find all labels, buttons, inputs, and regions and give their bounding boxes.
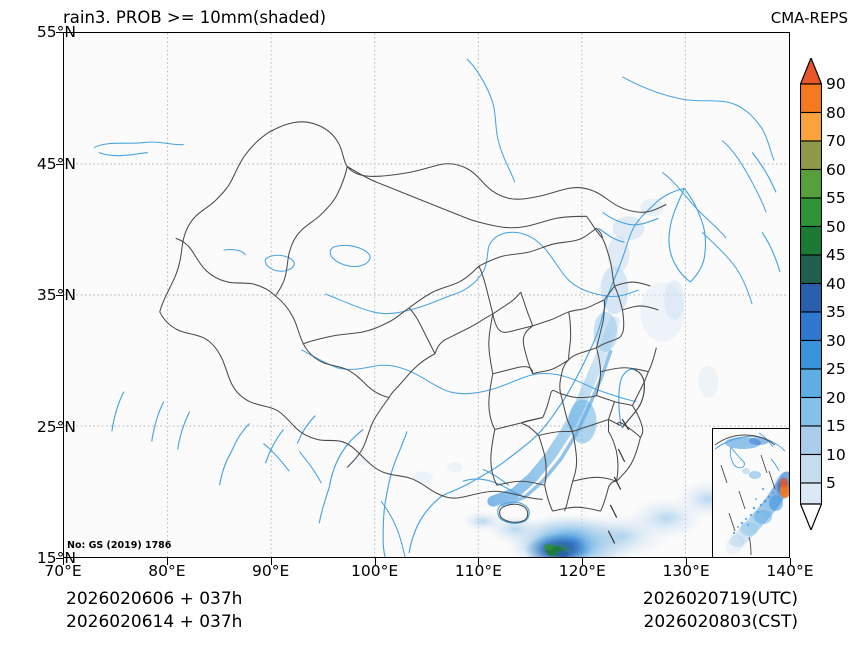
gridlines <box>64 33 789 557</box>
colorbar-tick-15: 15 <box>826 417 846 435</box>
colorbar-band-35-40 <box>800 282 822 313</box>
maritime-boundary-marks <box>607 418 630 544</box>
xtick-label-140e: 140°E <box>766 562 814 580</box>
footer-initialization-times: 2026020606 + 037h 2026020614 + 037h <box>66 588 242 634</box>
colorbar-tick-70: 70 <box>826 132 846 150</box>
colorbar-band-5-10 <box>800 453 822 484</box>
xtick-label-80e: 80°E <box>148 562 186 580</box>
ytick-label-25n: 25°N <box>36 417 76 436</box>
xtick-mark <box>686 558 688 565</box>
colorbar-band-25-30 <box>800 339 822 370</box>
colorbar-tick-55: 55 <box>826 189 846 207</box>
ytick-label-15n: 15°N <box>36 549 76 567</box>
xtick-mark <box>582 558 584 565</box>
ytick-mark <box>56 295 64 296</box>
colorbar-band-5 <box>800 482 822 505</box>
map-attribution: No: GS (2019) 1786 <box>67 540 172 551</box>
xtick-label-70e: 70°E <box>44 562 82 580</box>
colorbar-band-10-15 <box>800 425 822 456</box>
xtick-mark <box>790 558 791 565</box>
colorbar-under-arrow <box>800 503 822 530</box>
footer-valid-times: 2026020719(UTC) 2026020803(CST) <box>643 588 798 634</box>
map-plot-area[interactable] <box>63 32 790 558</box>
ytick-mark <box>56 426 64 428</box>
ytick-label-35n: 35°N <box>36 286 76 304</box>
colorbar-tick-50: 50 <box>826 217 846 236</box>
colorbar-tick-5: 5 <box>826 474 836 492</box>
xtick-label-100e: 100°E <box>351 562 399 580</box>
model-label: CMA-REPS <box>770 9 848 27</box>
ytick-mark <box>56 32 64 33</box>
inset-boundaries <box>714 434 776 556</box>
xtick-label-110e: 110°E <box>454 562 502 580</box>
colorbar-band-80-90 <box>800 83 822 114</box>
colorbar-band-30-35 <box>800 311 822 342</box>
colorbar-tick-30: 30 <box>826 331 846 350</box>
xtick-mark <box>166 558 168 565</box>
water-bodies <box>93 58 775 557</box>
colorbar-tick-80: 80 <box>826 103 846 122</box>
colorbar-tick-40: 40 <box>826 274 846 293</box>
colorbar[interactable] <box>800 58 822 530</box>
xtick-label-130e: 130°E <box>662 562 710 580</box>
footer-valid-cst: 2026020803(CST) <box>643 612 798 632</box>
inset-scattered-cells <box>732 487 775 535</box>
ytick-label-55n: 55°N <box>36 23 76 41</box>
footer-init-utc: 2026020606 + 037h <box>66 589 243 609</box>
colorbar-band-15-20 <box>800 396 822 427</box>
colorbar-band-45-50 <box>800 225 822 256</box>
page-title: rain3. PROB >= 10mm(shaded) <box>63 8 327 27</box>
colorbar-tick-60: 60 <box>826 160 846 179</box>
colorbar-over-arrow <box>800 58 822 85</box>
colorbar-canvas <box>800 58 822 530</box>
colorbar-band-40-45 <box>800 254 822 285</box>
ytick-mark <box>56 163 64 165</box>
xtick-label-120e: 120°E <box>558 562 606 580</box>
high-probability-cores <box>543 544 569 557</box>
inset-canvas <box>713 429 789 557</box>
colorbar-band-50-55 <box>800 197 822 228</box>
xtick-label-90e: 90°E <box>252 562 290 580</box>
ytick-label-45n: 45°N <box>36 154 76 173</box>
colorbar-tick-10: 10 <box>826 445 846 464</box>
xtick-mark <box>478 558 480 565</box>
xtick-mark <box>63 558 64 565</box>
colorbar-band-60-70 <box>800 140 822 171</box>
administrative-boundaries <box>159 121 667 523</box>
colorbar-band-55-60 <box>800 168 822 199</box>
inset-probability-shading <box>725 437 789 555</box>
footer-valid-utc: 2026020719(UTC) <box>642 589 798 609</box>
colorbar-tick-35: 35 <box>826 303 846 321</box>
footer-init-cst: 2026020614 + 037h <box>66 612 243 632</box>
ytick-mark <box>56 558 64 559</box>
colorbar-tick-90: 90 <box>826 75 846 93</box>
colorbar-band-20-25 <box>800 368 822 399</box>
colorbar-tick-45: 45 <box>826 246 846 264</box>
map-canvas <box>64 33 789 557</box>
xtick-mark <box>374 558 376 565</box>
colorbar-tick-20: 20 <box>826 388 846 407</box>
inset-map-south-china-sea[interactable] <box>712 428 790 558</box>
colorbar-band-70-80 <box>800 111 822 142</box>
colorbar-tick-25: 25 <box>826 360 846 378</box>
xtick-mark <box>270 558 272 565</box>
